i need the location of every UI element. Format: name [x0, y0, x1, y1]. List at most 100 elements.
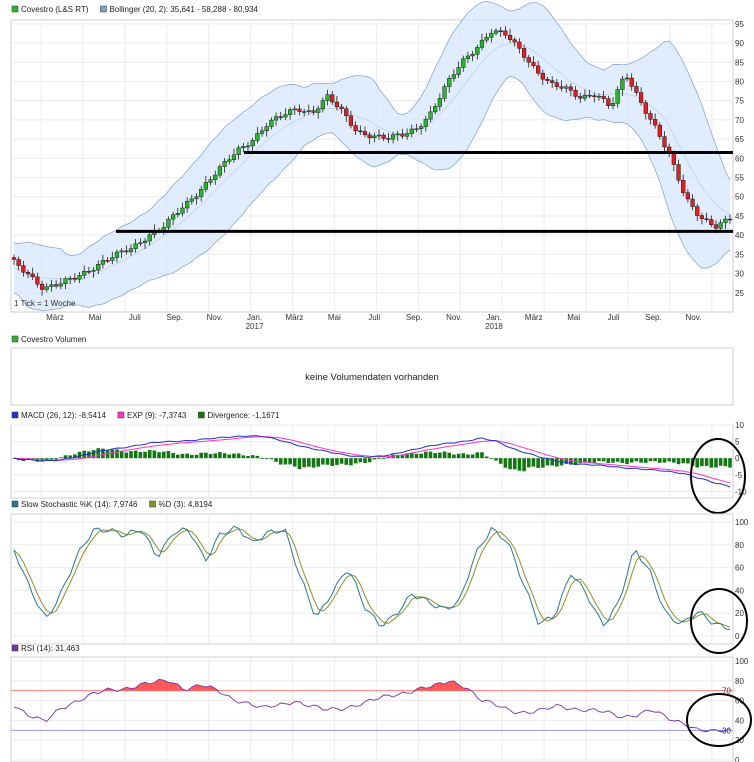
y-tick-label: 40 [735, 231, 744, 240]
rsi-overbought-fill [173, 682, 178, 691]
x-tick-label: Nov. [207, 313, 223, 322]
candle-body [264, 126, 269, 132]
candle-body [414, 128, 419, 130]
candle-body [222, 161, 227, 167]
candle-body [114, 251, 120, 258]
divergence-bar [508, 458, 512, 470]
y-tick-label: -5 [735, 471, 743, 480]
candle-body [507, 34, 513, 40]
annotation-circle [690, 438, 746, 514]
x-tick-label: Mai [328, 313, 341, 322]
rsi-overbought-fill [140, 682, 146, 691]
divergence-bar [578, 458, 583, 464]
rsi-overbought-fill [145, 682, 150, 691]
rsi-overbought-fill [159, 679, 164, 691]
candle-body [512, 39, 517, 43]
candle-body [536, 65, 541, 74]
divergence-bar [77, 451, 82, 459]
candle-body [587, 94, 592, 97]
candle-body [91, 269, 96, 272]
y-tick-label: 95 [735, 20, 744, 29]
candle-body [662, 136, 667, 148]
candle-body [100, 260, 106, 265]
y-tick-label: 100 [735, 657, 749, 666]
candle-body [297, 108, 302, 112]
divergence-bar [185, 453, 189, 459]
y-tick-label: 80 [735, 541, 744, 550]
legend-swatch [100, 5, 107, 13]
candle-body [54, 284, 59, 287]
rsi-overbought-fill [449, 681, 454, 691]
divergence-bar [222, 453, 227, 459]
divergence-bar [335, 458, 339, 465]
candle-body [676, 164, 681, 181]
candle-body [386, 138, 391, 140]
divergence-bar [531, 458, 536, 467]
candle-body [227, 159, 232, 162]
candle-body [325, 94, 330, 101]
divergence-bar [180, 453, 185, 459]
divergence-bar [709, 458, 714, 468]
divergence-bar [68, 455, 72, 459]
candle-body [442, 86, 447, 99]
candle-body [86, 271, 91, 273]
candle-body [629, 77, 634, 87]
divergence-bar [311, 458, 316, 468]
candle-body [72, 277, 77, 280]
candle-body [110, 257, 115, 261]
candle-body [582, 94, 588, 99]
divergence-bar [700, 458, 704, 467]
candle-body [559, 86, 564, 89]
candle-body [395, 133, 400, 136]
candle-body [147, 234, 152, 242]
divergence-bar [157, 452, 161, 459]
divergence-bar [456, 453, 461, 459]
divergence-bar [676, 458, 681, 465]
rsi-panel-frame [10, 656, 734, 762]
candle-body [58, 283, 63, 287]
divergence-bar [686, 458, 690, 464]
candle-body [465, 55, 471, 60]
candle-body [49, 284, 54, 287]
divergence-bar [475, 452, 480, 459]
candle-body [231, 154, 237, 160]
candle-body [138, 242, 143, 244]
y-tick-label: 40 [735, 586, 744, 595]
candle-body [362, 131, 368, 136]
candle-body [124, 250, 129, 253]
divergence-bar [372, 458, 377, 460]
divergence-bar [213, 453, 218, 459]
y-tick-label: 30 [735, 270, 744, 279]
candle-body [540, 72, 545, 80]
candle-body [171, 214, 176, 220]
rsi-overbought-fill [163, 680, 169, 691]
divergence-bar [143, 451, 147, 459]
divergence-bar [129, 451, 133, 459]
divergence-bar [101, 448, 105, 459]
candle-body [259, 130, 265, 134]
divergence-bar [512, 458, 517, 470]
rsi-overbought-fill [453, 681, 459, 691]
candle-body [517, 41, 522, 49]
candle-body [39, 283, 45, 290]
macd-line [13, 435, 731, 488]
divergence-bar [395, 454, 400, 459]
divergence-bar [442, 451, 447, 459]
x-tick-label: Jan. [247, 313, 262, 322]
candle-body [278, 116, 283, 118]
y-tick-label: 60 [735, 564, 744, 573]
candle-body [35, 276, 40, 285]
divergence-bar [96, 448, 101, 459]
candle-body [236, 147, 241, 155]
divergence-bar [438, 452, 442, 459]
divergence-bar [494, 458, 498, 461]
legend-swatch [117, 411, 125, 419]
candle-body [348, 115, 354, 126]
candle-body [578, 96, 583, 99]
legend-label: EXP (9): -7,3743 [127, 411, 187, 420]
divergence-bar [199, 452, 203, 459]
divergence-bar [353, 458, 358, 464]
divergence-bar [110, 449, 115, 459]
divergence-bar [634, 458, 639, 462]
divergence-bar [133, 450, 138, 459]
